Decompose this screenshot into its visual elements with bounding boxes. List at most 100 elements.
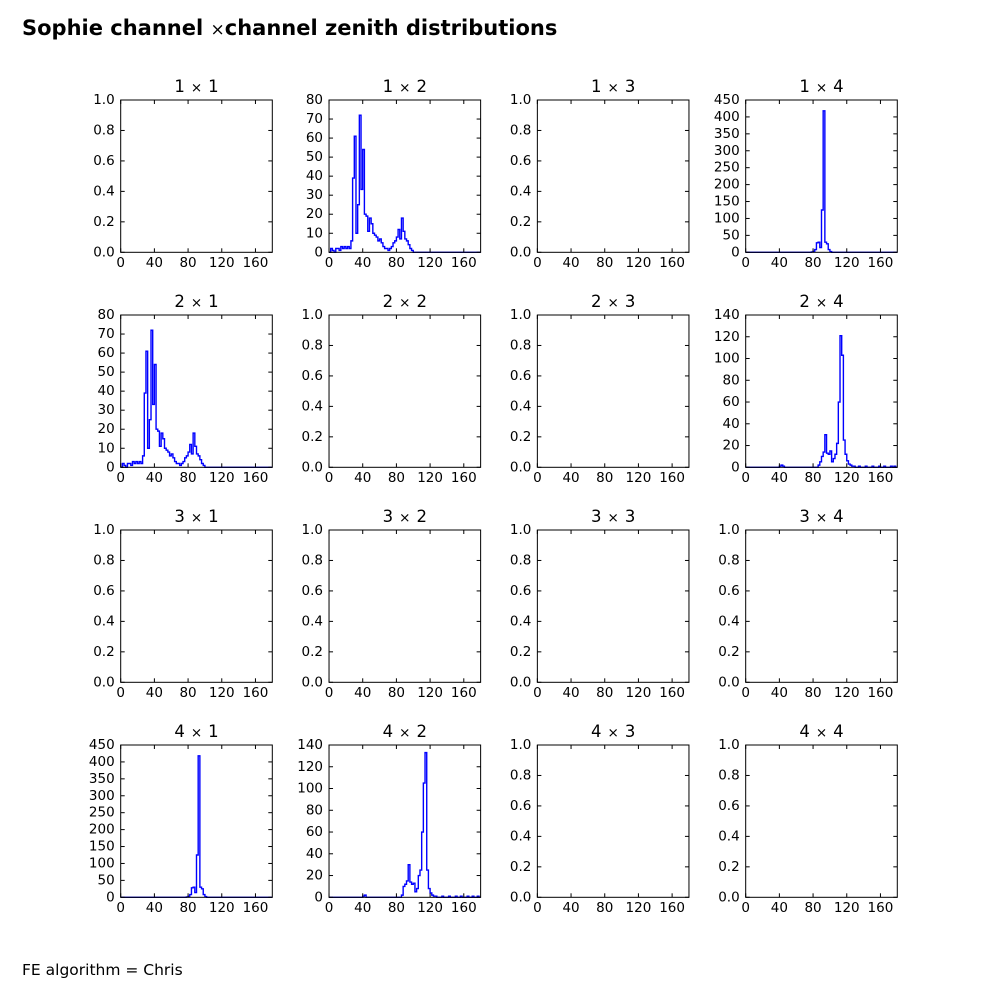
y-tick-label: 140: [297, 737, 323, 753]
y-tick-label: 70: [98, 326, 115, 342]
x-tick-label: 160: [659, 685, 685, 701]
y-tick-label: 0.6: [718, 798, 739, 814]
y-tick-label: 0.8: [302, 552, 323, 568]
y-tick-label: 60: [306, 130, 323, 146]
y-tick-label: 0.0: [510, 244, 531, 260]
y-tick-label: 0.2: [93, 644, 114, 660]
y-tick-label: 350: [714, 126, 740, 142]
x-tick-label: 80: [388, 685, 405, 701]
figure-title-prefix: Sophie channel: [22, 16, 211, 40]
histogram-line: [120, 755, 273, 898]
subplot-3x2: 3 × 2 0 40 80 120 160 0.0 0.2 0.4 0.6 0.8 1.0: [302, 507, 482, 701]
x-tick-label: 80: [804, 470, 821, 486]
x-tick-label: 120: [834, 900, 860, 916]
y-tick-label: 0: [731, 459, 740, 475]
y-tick-label: 50: [98, 872, 115, 888]
axes-frame: [328, 744, 482, 898]
axes-frame: [745, 744, 898, 898]
x-tick-label: 0: [325, 470, 334, 486]
y-tick-label: 120: [714, 329, 740, 345]
x-tick-label: 120: [626, 900, 652, 916]
y-tick-label: 1.0: [510, 737, 531, 753]
y-tick-label: 0.0: [302, 459, 323, 475]
y-tick-label: 80: [306, 92, 323, 108]
axes-frame: [328, 529, 482, 683]
y-tick-label: 0.8: [718, 767, 739, 783]
y-tick-label: 350: [89, 771, 115, 787]
y-tick-label: 60: [98, 345, 115, 361]
x-tick-label: 80: [179, 900, 196, 916]
x-tick-label: 160: [243, 255, 269, 271]
axes-frame: [536, 99, 690, 253]
x-tick-label: 0: [533, 470, 542, 486]
x-tick-label: 0: [741, 900, 750, 916]
x-tick-label: 120: [834, 255, 860, 271]
y-tick-label: 0.0: [93, 244, 114, 260]
x-tick-label: 0: [116, 900, 125, 916]
y-tick-label: 0.0: [510, 889, 531, 905]
y-tick-label: 0: [106, 459, 115, 475]
y-tick-label: 250: [89, 805, 115, 821]
y-tick-label: 0.2: [718, 859, 739, 875]
times-symbol: ×: [210, 20, 225, 40]
y-tick-label: 0.0: [510, 674, 531, 690]
x-tick-label: 0: [116, 255, 125, 271]
y-tick-label: 0.0: [93, 674, 114, 690]
x-tick-label: 160: [243, 470, 269, 486]
y-tick-label: 0: [106, 889, 115, 905]
y-tick-label: 20: [306, 868, 323, 884]
x-tick-label: 40: [771, 685, 788, 701]
x-tick-label: 160: [659, 900, 685, 916]
x-tick-label: 40: [146, 470, 163, 486]
subplot-2x3: 2 × 3 0 40 80 120 160 0.0 0.2 0.4 0.6 0.8 1.0: [510, 292, 690, 486]
y-tick-label: 450: [714, 92, 740, 108]
x-tick-label: 160: [868, 470, 894, 486]
y-tick-label: 80: [306, 802, 323, 818]
y-tick-label: 0.8: [510, 767, 531, 783]
x-tick-label: 120: [626, 685, 652, 701]
subplot-3x4: 3 × 4 0 40 80 120 160 0.0 0.2 0.4 0.6 0.8 1.0: [718, 507, 898, 701]
y-tick-label: 1.0: [302, 522, 323, 538]
y-tick-label: 1.0: [93, 522, 114, 538]
y-tick-label: 0.2: [510, 429, 531, 445]
histogram-line: [745, 110, 898, 253]
subplot-title: 2 × 4: [799, 292, 843, 311]
y-tick-label: 0.4: [302, 613, 323, 629]
y-tick-label: 20: [306, 206, 323, 222]
x-tick-label: 0: [741, 470, 750, 486]
subplot-4x3: 4 × 3 0 40 80 120 160 0.0 0.2 0.4 0.6 0.8 1.0: [510, 722, 690, 916]
y-tick-label: 100: [714, 210, 740, 226]
subplot-title: 2 × 2: [383, 292, 427, 311]
x-tick-label: 0: [533, 685, 542, 701]
y-tick-label: 1.0: [718, 737, 739, 753]
y-tick-label: 0.2: [510, 214, 531, 230]
y-tick-label: 0: [731, 244, 740, 260]
subplot-title: 2 × 1: [174, 292, 218, 311]
y-tick-label: 0.2: [510, 644, 531, 660]
y-tick-label: 10: [306, 225, 323, 241]
figure-title-suffix: channel zenith distributions: [224, 16, 558, 40]
subplot-title: 4 × 3: [591, 722, 635, 741]
axes-frame: [328, 314, 482, 468]
x-tick-label: 0: [325, 255, 334, 271]
y-tick-label: 0.4: [302, 398, 323, 414]
figure-title: Sophie channel ×channel zenith distribut…: [22, 16, 558, 40]
axes-frame: [120, 314, 273, 468]
x-tick-label: 80: [596, 255, 613, 271]
y-tick-label: 0.8: [93, 552, 114, 568]
y-tick-label: 1.0: [510, 522, 531, 538]
x-tick-label: 40: [146, 685, 163, 701]
x-tick-label: 160: [451, 685, 477, 701]
y-tick-label: 0.8: [510, 337, 531, 353]
y-tick-label: 150: [89, 839, 115, 855]
y-tick-label: 0.8: [302, 337, 323, 353]
x-tick-label: 0: [325, 900, 334, 916]
x-tick-label: 0: [116, 685, 125, 701]
y-tick-label: 0.4: [510, 183, 531, 199]
subplot-title: 3 × 3: [591, 507, 635, 526]
subplot-1x3: 1 × 3 0 40 80 120 160 0.0 0.2 0.4 0.6 0.8 1.0: [510, 77, 690, 271]
y-tick-label: 300: [89, 788, 115, 804]
subplot-title: 3 × 2: [383, 507, 427, 526]
y-tick-label: 80: [98, 307, 115, 323]
